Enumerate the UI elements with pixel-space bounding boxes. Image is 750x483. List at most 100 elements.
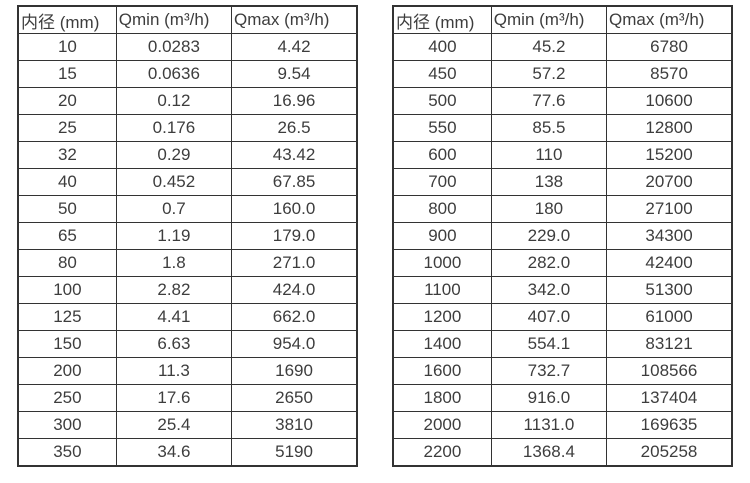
table-cell: 45.2 [490,33,608,61]
table-cell: 137404 [606,384,733,412]
table-cell: 100 [17,276,117,304]
table-row: 1200 407.0 61000 [392,303,733,331]
table-cell: 342.0 [490,276,608,304]
table-cell: 16.96 [231,87,358,115]
table-cell: 229.0 [490,222,608,250]
table-cell: 2650 [231,384,358,412]
table-row: 350 34.6 5190 [17,438,358,467]
table-row: 15 0.0636 9.54 [17,60,358,88]
table-cell: 1.8 [115,249,233,277]
table-cell: 83121 [606,330,733,358]
table-cell: 407.0 [490,303,608,331]
table-cell: 11.3 [115,357,233,385]
table-cell: 15 [17,60,117,88]
table-cell: 20700 [606,168,733,196]
flow-rate-tables-container: 内径 (mm) Qmin (m³/h) Qmax (m³/h) 10 0.0283… [17,5,733,467]
table-cell: 180 [490,195,608,223]
table-cell: 662.0 [231,303,358,331]
table-cell: 0.0283 [115,33,233,61]
table-cell: 6780 [606,33,733,61]
table-row: 2200 1368.4 205258 [392,438,733,467]
table-cell: 954.0 [231,330,358,358]
table-cell: 1800 [392,384,492,412]
table-cell: 150 [17,330,117,358]
table-cell: 0.7 [115,195,233,223]
table-row: 700 138 20700 [392,168,733,196]
table-cell: 732.7 [490,357,608,385]
table-cell: 1200 [392,303,492,331]
table-cell: 1600 [392,357,492,385]
table-cell: 9.54 [231,60,358,88]
table-cell: 5190 [231,438,358,467]
table-cell: 1100 [392,276,492,304]
table-cell: 26.5 [231,114,358,142]
table-row: 80 1.8 271.0 [17,249,358,277]
table-row: 20 0.12 16.96 [17,87,358,115]
table-cell: 2.82 [115,276,233,304]
table-row: 1400 554.1 83121 [392,330,733,358]
table-cell: 600 [392,141,492,169]
table-cell: 205258 [606,438,733,467]
table-row: 300 25.4 3810 [17,411,358,439]
table-cell: 15200 [606,141,733,169]
table-cell: 17.6 [115,384,233,412]
header-qmax: Qmax (m³/h) [606,5,733,34]
table-cell: 916.0 [490,384,608,412]
table-cell: 1400 [392,330,492,358]
table-cell: 85.5 [490,114,608,142]
table-row: 1600 732.7 108566 [392,357,733,385]
table-cell: 1690 [231,357,358,385]
table-cell: 34.6 [115,438,233,467]
table-row: 500 77.6 10600 [392,87,733,115]
table-cell: 25.4 [115,411,233,439]
table-cell: 350 [17,438,117,467]
table-cell: 160.0 [231,195,358,223]
table-cell: 900 [392,222,492,250]
table-cell: 2200 [392,438,492,467]
table-cell: 0.29 [115,141,233,169]
table-cell: 65 [17,222,117,250]
table-cell: 0.452 [115,168,233,196]
table-row: 10 0.0283 4.42 [17,33,358,61]
table-cell: 500 [392,87,492,115]
table-cell: 32 [17,141,117,169]
table-row: 50 0.7 160.0 [17,195,358,223]
table-cell: 179.0 [231,222,358,250]
table-row: 1000 282.0 42400 [392,249,733,277]
table-cell: 0.176 [115,114,233,142]
table-row: 800 180 27100 [392,195,733,223]
table-row: 200 11.3 1690 [17,357,358,385]
table-cell: 27100 [606,195,733,223]
table-cell: 282.0 [490,249,608,277]
table-cell: 57.2 [490,60,608,88]
table-cell: 10600 [606,87,733,115]
table-row: 2000 1131.0 169635 [392,411,733,439]
table-cell: 61000 [606,303,733,331]
table-cell: 25 [17,114,117,142]
table-cell: 138 [490,168,608,196]
table-row: 40 0.452 67.85 [17,168,358,196]
table-cell: 51300 [606,276,733,304]
table-cell: 6.63 [115,330,233,358]
table-cell: 125 [17,303,117,331]
table-cell: 200 [17,357,117,385]
table-header-row: 内径 (mm) Qmin (m³/h) Qmax (m³/h) [17,5,358,34]
table-cell: 50 [17,195,117,223]
table-row: 125 4.41 662.0 [17,303,358,331]
table-cell: 43.42 [231,141,358,169]
table-cell: 0.0636 [115,60,233,88]
table-cell: 10 [17,33,117,61]
table-cell: 300 [17,411,117,439]
table-cell: 4.42 [231,33,358,61]
table-cell: 271.0 [231,249,358,277]
header-qmin: Qmin (m³/h) [490,5,608,34]
table-cell: 424.0 [231,276,358,304]
table-row: 150 6.63 954.0 [17,330,358,358]
table-cell: 40 [17,168,117,196]
flow-table-right: 内径 (mm) Qmin (m³/h) Qmax (m³/h) 400 45.2 6… [392,5,733,467]
table-cell: 800 [392,195,492,223]
header-inner-diameter: 内径 (mm) [17,5,117,34]
table-cell: 20 [17,87,117,115]
table-cell: 554.1 [490,330,608,358]
